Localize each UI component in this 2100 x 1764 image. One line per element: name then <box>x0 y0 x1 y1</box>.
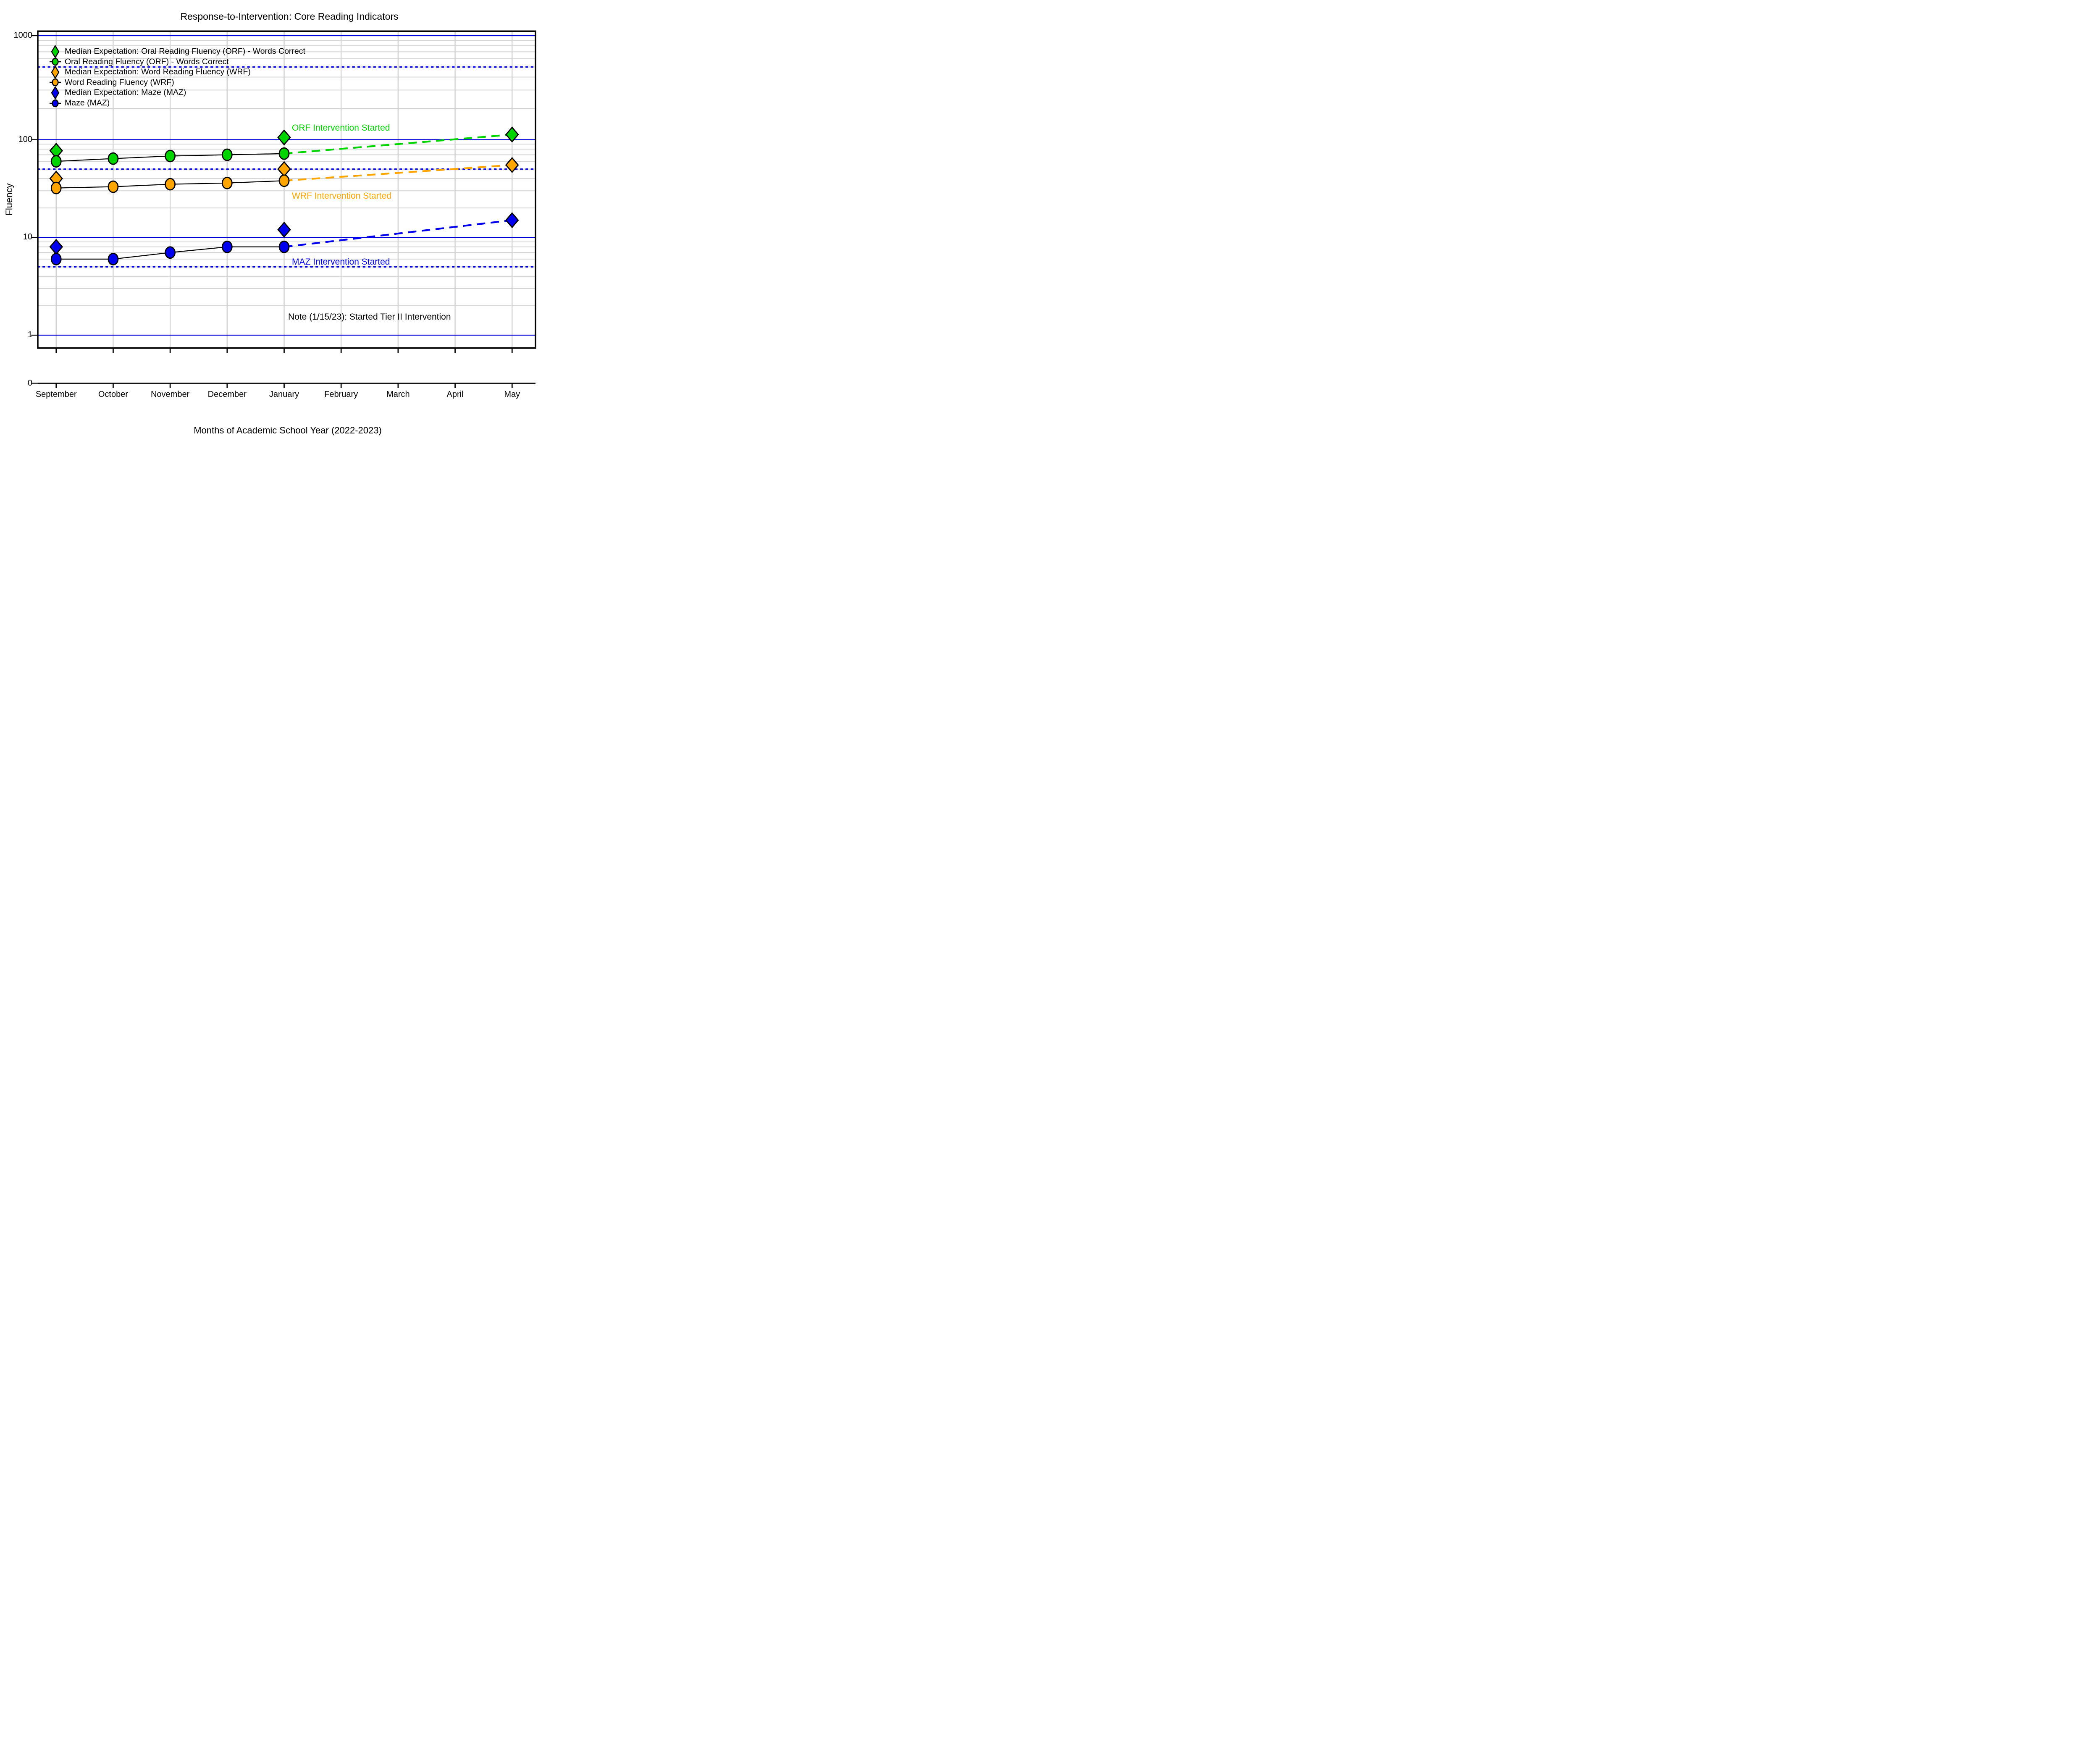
legend-item-5: Maze (MAZ) <box>50 98 110 108</box>
marker-diamond-maz-median-january <box>277 221 291 238</box>
legend-circle-icon <box>50 78 61 87</box>
rti-chart: Response-to-Intervention: Core Reading I… <box>0 0 567 441</box>
marker-diamond-wrf-median-may <box>505 126 519 143</box>
marker-diamond-maz-median-may <box>505 212 519 228</box>
marker-circle-maz-january <box>278 240 290 253</box>
marker-diamond-wrf-median-january <box>277 129 291 146</box>
y-tick-label-1000: 1000 <box>13 31 33 40</box>
x-tick-label-november: November <box>150 390 190 399</box>
aimline-maz <box>284 219 512 248</box>
legend-label: Oral Reading Fluency (ORF) - Words Corre… <box>65 57 229 66</box>
annotation-orf-intervention: ORF Intervention Started <box>292 123 390 133</box>
x-tick-label-january: January <box>269 390 299 399</box>
marker-circle-wrf-december <box>221 176 233 189</box>
legend-label: Maze (MAZ) <box>65 98 110 108</box>
marker-circle-maz-november <box>165 246 176 259</box>
legend-label: Word Reading Fluency (WRF) <box>65 77 174 87</box>
legend-item-0: Median Expectation: Oral Reading Fluency… <box>50 45 305 58</box>
y-tick-label-10: 10 <box>23 232 32 242</box>
legend-item-3: Word Reading Fluency (WRF) <box>50 77 174 88</box>
legend-diamond-icon <box>51 86 60 100</box>
marker-circle-wrf-october <box>108 180 119 193</box>
x-tick-label-october: October <box>98 390 129 399</box>
legend-diamond-icon <box>51 65 60 79</box>
y-tick-label-100: 100 <box>18 134 32 144</box>
legend-label: Median Expectation: Maze (MAZ) <box>65 88 186 97</box>
marker-circle-wrf-november <box>165 178 176 191</box>
x-axis-title: Months of Academic School Year (2022-202… <box>194 425 382 436</box>
aimline-orf <box>284 134 512 155</box>
marker-circle-maz-december <box>221 240 233 253</box>
marker-circle-wrf-september <box>50 181 62 194</box>
legend-item-2: Median Expectation: Word Reading Fluency… <box>50 65 251 79</box>
marker-diamond-wrf-median-january <box>277 161 291 177</box>
chart-title: Response-to-Intervention: Core Reading I… <box>180 11 399 22</box>
aimline-wrf <box>284 164 512 182</box>
x-tick-label-december: December <box>207 390 247 399</box>
plot-area <box>31 30 536 388</box>
legend-label: Median Expectation: Oral Reading Fluency… <box>65 47 305 56</box>
y-tick-label-0: 0 <box>27 378 32 388</box>
x-tick-label-september: September <box>35 390 77 399</box>
legend-circle-icon <box>50 99 61 107</box>
legend-item-1: Oral Reading Fluency (ORF) - Words Corre… <box>50 57 229 67</box>
legend-diamond-icon <box>51 45 60 58</box>
legend-circle-icon <box>50 58 61 66</box>
annotation-maz-intervention: MAZ Intervention Started <box>292 257 390 267</box>
y-axis-title: Fluency <box>4 183 14 216</box>
marker-diamond-wrf-median-may <box>505 157 519 173</box>
legend-item-4: Median Expectation: Maze (MAZ) <box>50 86 186 100</box>
marker-circle-wrf-december <box>221 148 233 161</box>
x-tick-label-april: April <box>446 390 464 399</box>
annotation-note: Note (1/15/23): Started Tier II Interven… <box>288 312 451 322</box>
annotation-wrf-intervention: WRF Intervention Started <box>292 191 391 201</box>
x-tick-label-march: March <box>386 390 410 399</box>
marker-circle-maz-october <box>108 253 119 265</box>
y-tick-label-1: 1 <box>27 330 32 340</box>
x-tick-label-may: May <box>504 390 520 399</box>
plot-frame <box>37 30 536 349</box>
marker-circle-wrf-november <box>165 150 176 163</box>
legend-label: Median Expectation: Word Reading Fluency… <box>65 67 251 77</box>
marker-circle-wrf-january <box>278 174 290 187</box>
marker-circle-maz-september <box>50 253 62 265</box>
marker-circle-wrf-september <box>50 155 62 168</box>
marker-circle-wrf-january <box>278 147 290 160</box>
marker-circle-wrf-october <box>108 152 119 165</box>
x-tick-label-february: February <box>324 390 358 399</box>
